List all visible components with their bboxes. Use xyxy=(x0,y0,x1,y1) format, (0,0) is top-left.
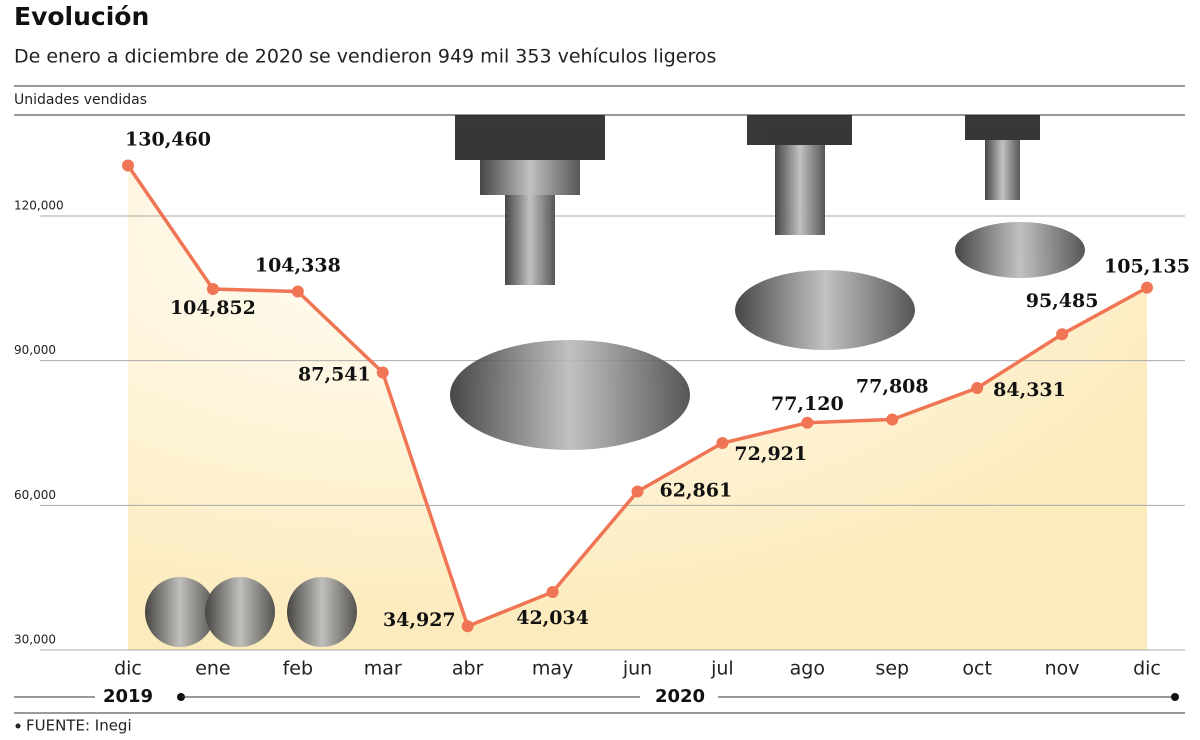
labels: 130,460 dic 104,852 ene 104,338 feb 87,541 mar 3… xyxy=(14,129,1190,714)
area xyxy=(128,165,1147,650)
point xyxy=(631,485,644,498)
x-tick-label: jun xyxy=(622,658,652,680)
point xyxy=(971,381,984,394)
value-label: 77,808 xyxy=(856,375,929,397)
value-label: 104,338 xyxy=(255,255,341,277)
x-tick-label: ene xyxy=(195,658,230,680)
point xyxy=(546,585,559,598)
illustration xyxy=(145,115,1085,647)
value-label: 87,541 xyxy=(298,364,371,386)
x-tick-label: mar xyxy=(364,658,402,680)
value-label: 77,120 xyxy=(771,393,844,415)
y-tick-label: 30,000 xyxy=(14,633,56,647)
value-label: 105,135 xyxy=(1104,256,1190,278)
value-label: 104,852 xyxy=(170,297,256,319)
year-label: 2019 xyxy=(103,686,153,707)
point xyxy=(291,285,304,298)
value-label: 42,034 xyxy=(516,607,589,629)
point xyxy=(1056,328,1069,341)
y-tick-label: 60,000 xyxy=(14,488,56,502)
point xyxy=(122,159,134,172)
point xyxy=(461,620,474,633)
x-tick-label: jul xyxy=(710,658,734,680)
x-tick-label: may xyxy=(532,658,573,680)
value-label: 72,921 xyxy=(734,443,807,465)
x-tick-label: dic xyxy=(1133,658,1161,680)
year-label: 2020 xyxy=(655,686,705,707)
x-tick-label: dic xyxy=(114,658,142,680)
x-tick-label: ago xyxy=(790,658,825,680)
value-label: 34,927 xyxy=(383,609,456,631)
x-tick-label: oct xyxy=(962,658,992,680)
y-tick-label: 90,000 xyxy=(14,343,56,357)
x-tick-label: abr xyxy=(452,658,484,680)
point xyxy=(206,283,219,296)
source: FUENTE: Inegi xyxy=(26,717,132,735)
value-label: 95,485 xyxy=(1026,290,1099,312)
x-tick-label: sep xyxy=(875,658,909,680)
point xyxy=(1141,281,1153,294)
value-label: 62,861 xyxy=(660,480,733,502)
y-tick-label: 120,000 xyxy=(14,198,64,212)
value-label: 130,460 xyxy=(125,129,211,151)
point xyxy=(886,413,899,426)
bullet xyxy=(15,723,21,729)
point xyxy=(801,416,814,429)
timeline-dot xyxy=(1171,693,1179,701)
value-label: 84,331 xyxy=(993,379,1066,401)
point xyxy=(376,366,389,379)
y-axis-label: Unidades vendidas xyxy=(14,92,147,108)
point xyxy=(716,437,729,450)
chart-title: Evolución xyxy=(14,2,149,31)
x-tick-label: feb xyxy=(283,658,313,680)
subtitle: De enero a diciembre de 2020 se vendiero… xyxy=(14,46,716,68)
x-tick-label: nov xyxy=(1045,658,1080,680)
